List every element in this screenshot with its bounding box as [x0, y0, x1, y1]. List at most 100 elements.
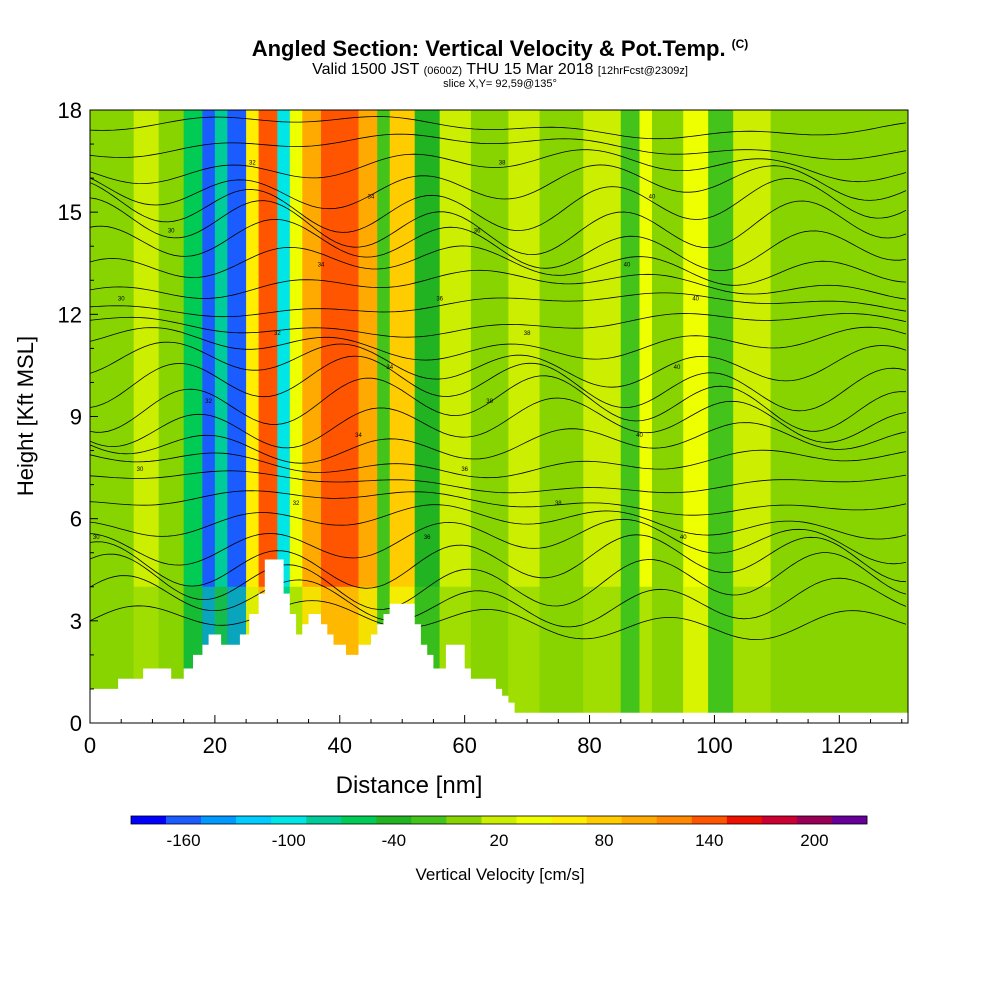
- isentrope-9: [90, 422, 907, 464]
- velocity-low-29: [820, 586, 908, 723]
- colorbar-swatch-11: [516, 816, 552, 824]
- isentrope-label-6: 32: [274, 331, 281, 337]
- isentrope-label-20: 40: [624, 263, 631, 269]
- colorbar-swatch-20: [831, 816, 868, 824]
- isentrope-3: [90, 534, 907, 589]
- x-tick-label: 100: [696, 733, 733, 758]
- isentrope-8: [90, 449, 907, 479]
- velocity-low-26: [708, 586, 734, 723]
- isentrope-25: [90, 116, 907, 140]
- colorbar-swatch-7: [376, 816, 412, 824]
- x-tick-label: 80: [577, 733, 601, 758]
- isentrope-label-4: 32: [205, 399, 212, 405]
- velocity-low-27: [733, 586, 772, 723]
- velocity-field: [90, 110, 908, 723]
- velocity-column-7: [246, 110, 260, 723]
- y-tick-label: 18: [58, 98, 82, 123]
- colorbar-tick-label: 200: [800, 831, 828, 850]
- velocity-column-5: [214, 110, 228, 723]
- chart-title: Angled Section: Vertical Velocity & Pot.…: [251, 36, 749, 61]
- y-tick-label: 9: [70, 405, 82, 430]
- isentrope-24: [90, 133, 907, 160]
- colorbar-swatch-19: [796, 816, 833, 824]
- isentrope-7: [90, 470, 907, 494]
- velocity-column-14: [377, 110, 391, 723]
- colorbar-swatch-6: [341, 816, 377, 824]
- velocity-low-20: [539, 586, 584, 723]
- isentrope-12: [90, 355, 907, 412]
- velocity-low-25: [683, 586, 709, 723]
- isentrope-17: [90, 269, 907, 300]
- isentrope-label-21: 40: [636, 433, 643, 439]
- colorbar: -160 -100 -40 20 80 140 200 Vertical Velocity […: [130, 815, 868, 884]
- velocity-low-23: [639, 586, 653, 723]
- isentrope-label-9: 34: [355, 433, 362, 439]
- isentrope-label-8: 34: [318, 263, 325, 269]
- isentrope-label-5: 32: [249, 160, 256, 166]
- velocity-low-21: [583, 586, 622, 723]
- colorbar-label: Vertical Velocity [cm/s]: [415, 865, 584, 884]
- isentrope-label-7: 32: [293, 501, 300, 507]
- velocity-low-19: [508, 586, 541, 723]
- velocity-low-28: [770, 586, 822, 723]
- isentrope-2: [90, 552, 907, 610]
- colorbar-swatch-10: [481, 816, 517, 824]
- isentrope-label-16: 38: [486, 399, 493, 405]
- isentrope-18: [90, 245, 907, 286]
- chart-subtitle: Valid 1500 JST (0600Z) THU 15 Mar 2018 […: [312, 61, 688, 78]
- x-tick-label: 0: [84, 733, 96, 758]
- colorbar-tick-label: 80: [595, 831, 614, 850]
- slice-info: slice X,Y= 92,59@135°: [443, 78, 557, 90]
- colorbar-swatch-3: [236, 816, 272, 824]
- isentrope-16: [90, 292, 907, 318]
- velocity-column-10: [289, 110, 303, 723]
- isentrope-label-14: 36: [461, 467, 468, 473]
- colorbar-swatch-2: [201, 816, 237, 824]
- isentrope-label-25: 40: [692, 297, 699, 303]
- isentrope-5: [90, 504, 907, 540]
- isentrope-19: [90, 218, 907, 272]
- isentrope-23: [90, 149, 907, 185]
- colorbar-swatch-0: [131, 816, 167, 824]
- isentrope-label-19: 38: [555, 501, 562, 507]
- velocity-column-23: [639, 110, 653, 723]
- colorbar-tick-label: -40: [382, 831, 407, 850]
- y-tick-label: 3: [70, 609, 82, 634]
- isentrope-11: [90, 375, 907, 433]
- colorbar-swatch-4: [271, 816, 307, 824]
- colorbar-tick-label: -160: [167, 831, 201, 850]
- velocity-column-13: [358, 110, 378, 723]
- colorbar-tick-label: 20: [490, 831, 509, 850]
- isentrope-4: [90, 518, 907, 566]
- velocity-low-22: [620, 586, 641, 723]
- isentrope-label-22: 40: [649, 195, 656, 201]
- colorbar-frame: [130, 815, 868, 825]
- isentrope-0: [90, 600, 907, 641]
- isentrope-labels: 30 30 30 30 32 32 32 32 34 34 34 34 36 36 36 36 38 38 38 38…: [93, 160, 700, 541]
- isentrope-13: [90, 341, 907, 388]
- isentrope-label-10: 34: [368, 195, 375, 201]
- isentrope-label-15: 36: [474, 229, 481, 235]
- isentrope-label-18: 38: [524, 331, 531, 337]
- velocity-column-3: [183, 110, 203, 723]
- isentropes: [90, 116, 907, 641]
- colorbar-swatch-18: [761, 816, 798, 824]
- x-tick-label: 40: [328, 733, 352, 758]
- isentrope-10: [90, 397, 907, 449]
- terrain-mask: [90, 559, 908, 723]
- colorbar-swatch-17: [726, 816, 763, 824]
- y-tick-label: 0: [70, 711, 82, 736]
- colorbar-swatch-15: [656, 816, 693, 824]
- colorbar-swatch-13: [586, 816, 622, 824]
- isentrope-label-3: 30: [168, 229, 175, 235]
- isentrope-15: [90, 313, 907, 338]
- isentrope-label-23: 40: [674, 365, 681, 371]
- colorbar-swatch-14: [621, 816, 658, 824]
- x-axis-label: Distance [nm]: [336, 772, 483, 799]
- isentrope-label-12: 36: [424, 535, 431, 541]
- x-tick-label: 20: [203, 733, 227, 758]
- isentrope-20: [90, 197, 907, 256]
- colorbar-swatch-12: [551, 816, 587, 824]
